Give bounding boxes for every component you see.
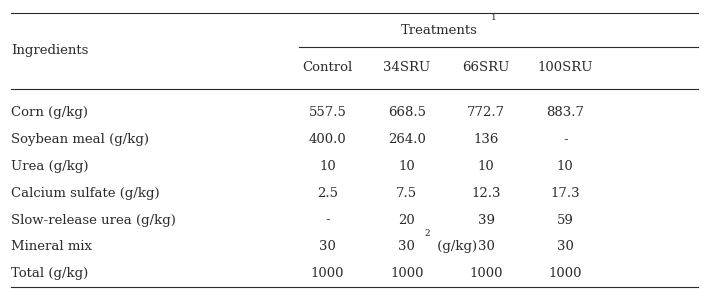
Text: 2: 2 [425, 229, 431, 238]
Text: 66SRU: 66SRU [462, 61, 510, 74]
Text: (g/kg): (g/kg) [433, 240, 477, 253]
Text: 1000: 1000 [549, 267, 582, 280]
Text: Soybean meal (g/kg): Soybean meal (g/kg) [11, 133, 149, 146]
Text: Control: Control [302, 61, 353, 74]
Text: Total (g/kg): Total (g/kg) [11, 267, 88, 280]
Text: 2.5: 2.5 [317, 187, 338, 200]
Text: 59: 59 [557, 214, 574, 227]
Text: 1000: 1000 [390, 267, 423, 280]
Text: 10: 10 [319, 160, 336, 173]
Text: 10: 10 [557, 160, 574, 173]
Text: 30: 30 [557, 240, 574, 253]
Text: Treatments: Treatments [401, 24, 477, 37]
Text: 668.5: 668.5 [388, 106, 426, 119]
Text: 7.5: 7.5 [396, 187, 418, 200]
Text: 17.3: 17.3 [550, 187, 580, 200]
Text: -: - [563, 133, 567, 146]
Text: 10: 10 [477, 160, 495, 173]
Text: 100SRU: 100SRU [537, 61, 593, 74]
Text: 557.5: 557.5 [309, 106, 346, 119]
Text: 1000: 1000 [311, 267, 344, 280]
Text: 10: 10 [398, 160, 415, 173]
Text: 1000: 1000 [469, 267, 503, 280]
Text: Ingredients: Ingredients [11, 44, 88, 58]
Text: 264.0: 264.0 [388, 133, 426, 146]
Text: 400.0: 400.0 [309, 133, 346, 146]
Text: 20: 20 [398, 214, 415, 227]
Text: Mineral mix: Mineral mix [11, 240, 92, 253]
Text: 30: 30 [319, 240, 336, 253]
Text: Urea (g/kg): Urea (g/kg) [11, 160, 89, 173]
Text: Slow-release urea (g/kg): Slow-release urea (g/kg) [11, 214, 176, 227]
Text: 883.7: 883.7 [546, 106, 584, 119]
Text: 1: 1 [491, 13, 497, 22]
Text: 12.3: 12.3 [472, 187, 500, 200]
Text: 136: 136 [473, 133, 499, 146]
Text: 30: 30 [477, 240, 495, 253]
Text: 39: 39 [477, 214, 495, 227]
Text: 772.7: 772.7 [467, 106, 505, 119]
Text: Corn (g/kg): Corn (g/kg) [11, 106, 88, 119]
Text: -: - [325, 214, 330, 227]
Text: 30: 30 [398, 240, 415, 253]
Text: 34SRU: 34SRU [383, 61, 431, 74]
Text: Calcium sulfate (g/kg): Calcium sulfate (g/kg) [11, 187, 159, 200]
